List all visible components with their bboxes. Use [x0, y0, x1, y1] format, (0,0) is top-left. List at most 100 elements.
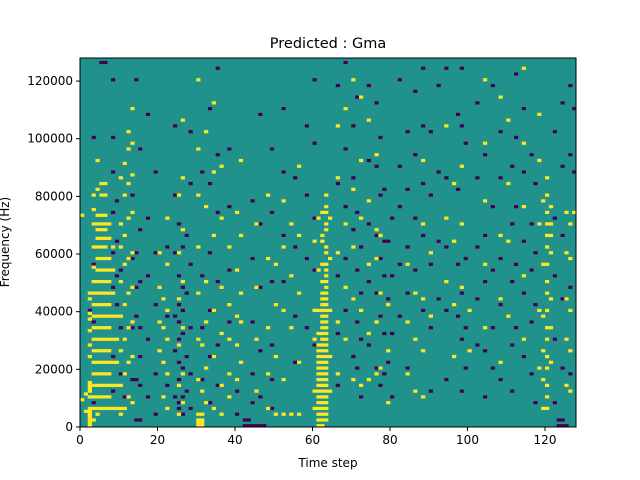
- heatmap-cell-low: [459, 291, 464, 295]
- heatmap-cell-low: [428, 193, 433, 197]
- heatmap-cell-low: [269, 406, 275, 411]
- x-tick-label: 40: [227, 433, 242, 447]
- heatmap-cell-high: [114, 383, 120, 387]
- heatmap-cell-low: [250, 424, 255, 428]
- heatmap-cell-high: [351, 245, 356, 249]
- heatmap-cell-high: [320, 418, 325, 422]
- heatmap-cell-high: [157, 251, 162, 255]
- heatmap-cell-high: [324, 245, 329, 249]
- heatmap-cell-low: [335, 274, 340, 278]
- heatmap-cell-low: [111, 78, 116, 82]
- heatmap-cell-low: [382, 331, 387, 336]
- heatmap-cell-low: [556, 418, 561, 422]
- heatmap-cell-high: [211, 233, 216, 238]
- heatmap-cell-high: [545, 308, 550, 313]
- heatmap-cell-low: [382, 372, 387, 376]
- heatmap-cell-low: [444, 176, 449, 180]
- heatmap-cell-high: [91, 207, 96, 212]
- heatmap-cell-high: [91, 193, 96, 197]
- heatmap-cell-high: [498, 360, 503, 364]
- heatmap-cell-low: [459, 124, 464, 128]
- heatmap-cell-high: [95, 245, 100, 249]
- heatmap-cell-high: [374, 372, 379, 376]
- heatmap-cell-low: [180, 245, 185, 249]
- heatmap-cell-low: [498, 303, 503, 307]
- heatmap-cell-high: [99, 222, 104, 226]
- heatmap-cell-high: [235, 314, 240, 318]
- heatmap-cell-high: [122, 193, 127, 197]
- y-tick-label: 60000: [35, 247, 73, 261]
- heatmap-cell-high: [99, 326, 104, 330]
- heatmap-cell-low: [397, 314, 402, 318]
- heatmap-cell-low: [533, 181, 538, 186]
- heatmap-cell-low: [335, 383, 340, 387]
- heatmap-cell-high: [548, 326, 554, 330]
- heatmap-cell-high: [107, 372, 112, 376]
- heatmap-cell-low: [552, 274, 557, 278]
- heatmap-cell-high: [459, 285, 464, 289]
- heatmap-cell-high: [95, 395, 100, 399]
- heatmap-cell-high: [219, 164, 224, 168]
- heatmap-cell-low: [382, 239, 387, 243]
- heatmap-cell-low: [556, 424, 561, 428]
- heatmap-cell-low: [351, 124, 356, 128]
- heatmap-cell-low: [378, 256, 383, 261]
- x-tick-label: 100: [456, 433, 479, 447]
- heatmap-cell-high: [506, 118, 511, 122]
- heatmap-cell-high: [324, 383, 329, 387]
- heatmap-cell-high: [444, 216, 449, 220]
- heatmap-cell-high: [316, 268, 321, 272]
- heatmap-cell-high: [320, 349, 325, 353]
- heatmap-cell-low: [529, 153, 534, 157]
- heatmap-cell-low: [564, 424, 569, 428]
- heatmap-cell-low: [153, 303, 158, 307]
- heatmap-cell-high: [103, 303, 108, 307]
- heatmap-cell-high: [111, 291, 116, 295]
- heatmap-cell-low: [207, 251, 213, 255]
- heatmap-cell-high: [130, 354, 135, 359]
- heatmap-cell-high: [87, 317, 92, 321]
- heatmap-cell-low: [138, 147, 143, 151]
- heatmap-cell-high: [506, 239, 511, 243]
- heatmap-cell-high: [211, 308, 216, 313]
- heatmap-cell-high: [498, 233, 503, 238]
- heatmap-cell-low: [134, 314, 139, 318]
- heatmap-cell-high: [180, 176, 185, 180]
- heatmap-cell-low: [374, 366, 379, 370]
- heatmap-cell-low: [227, 205, 232, 209]
- heatmap-cell-high: [405, 372, 410, 376]
- heatmap-cell-high: [545, 337, 550, 341]
- heatmap-cell-low: [180, 412, 185, 416]
- heatmap-cell-low: [475, 245, 480, 249]
- heatmap-cell-high: [238, 360, 244, 364]
- heatmap-cell-low: [455, 112, 461, 116]
- heatmap-cell-high: [118, 383, 123, 387]
- heatmap-cell-high: [118, 412, 123, 416]
- heatmap-cell-high: [320, 291, 325, 295]
- heatmap-cell-high: [227, 303, 232, 307]
- heatmap-cell-high: [91, 349, 96, 353]
- heatmap-cell-high: [118, 349, 123, 353]
- heatmap-cell-high: [126, 130, 131, 134]
- heatmap-cell-low: [374, 233, 379, 238]
- heatmap-cell-high: [126, 216, 131, 220]
- heatmap-cell-low: [366, 83, 371, 88]
- heatmap-cell-high: [324, 193, 329, 197]
- heatmap-cell-low: [122, 395, 127, 399]
- heatmap-cell-low: [153, 170, 158, 174]
- heatmap-cell-high: [254, 389, 259, 393]
- heatmap-cell-high: [421, 297, 426, 301]
- heatmap-cell-high: [130, 173, 135, 177]
- heatmap-cell-high: [176, 193, 182, 197]
- heatmap-cell-low: [118, 268, 123, 272]
- heatmap-cell-low: [483, 153, 488, 157]
- heatmap-cell-high: [103, 383, 108, 387]
- heatmap-cell-low: [188, 181, 193, 186]
- heatmap-cell-low: [390, 216, 395, 220]
- heatmap-cell-low: [366, 158, 371, 163]
- heatmap-cell-low: [475, 343, 480, 347]
- heatmap-cell-low: [312, 343, 317, 347]
- heatmap-cell-low: [514, 326, 519, 330]
- heatmap-cell-high: [351, 78, 356, 82]
- heatmap-cell-high: [99, 228, 104, 232]
